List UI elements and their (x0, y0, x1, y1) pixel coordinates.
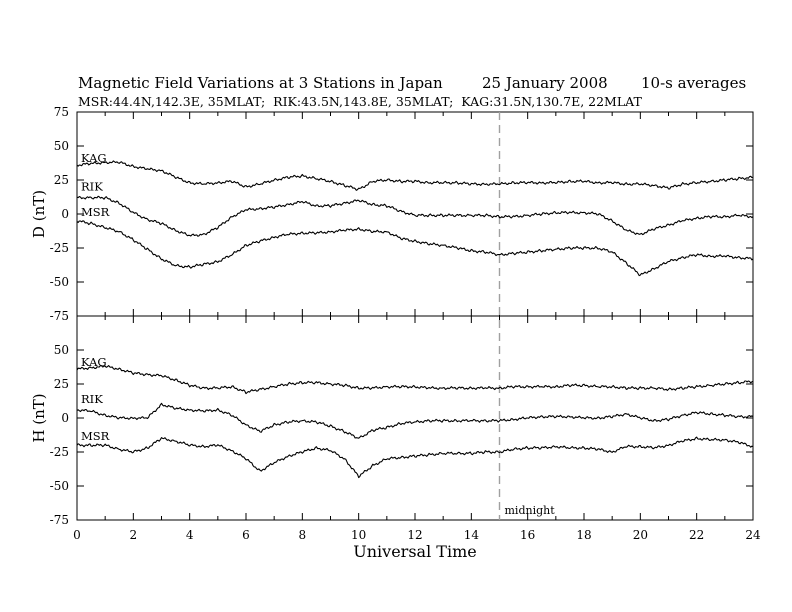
y-tick-label: 0 (61, 207, 69, 221)
series-line-h-msr (76, 436, 754, 479)
series-label-h-kag: KAG (81, 355, 107, 369)
panel-d-frame (76, 111, 754, 317)
chart-subtitle: MSR:44.4N,142.3E, 35MLAT; RIK:43.5N,143.… (78, 94, 642, 109)
series-label-d-msr: MSR (81, 205, 110, 219)
data-traces: KAG RIK MSR KAG RIK MSR (76, 151, 754, 479)
x-tick-label: 12 (407, 528, 422, 542)
x-tick-label: 14 (464, 528, 480, 542)
chart-date: 25 January 2008 (482, 74, 608, 92)
series-line-h-kag (76, 364, 754, 395)
x-tick-label: 20 (633, 528, 648, 542)
chart-title: Magnetic Field Variations at 3 Stations … (78, 74, 443, 92)
x-tick-label: 10 (351, 528, 366, 542)
x-tick-label: 6 (242, 528, 250, 542)
y-tick-label: -25 (50, 445, 69, 459)
y-tick-label: -50 (50, 479, 69, 493)
series-line-h-rik (76, 402, 754, 439)
series-label-h-msr: MSR (81, 429, 110, 443)
series-line-d-kag (76, 160, 754, 191)
panel-d-ylabel: D (nT) (30, 190, 48, 238)
x-tick-label: 0 (73, 528, 81, 542)
y-tick-label: 0 (61, 411, 69, 425)
x-axis-label: Universal Time (353, 542, 476, 561)
series-line-d-rik (76, 195, 754, 237)
y-tick-label: 50 (54, 343, 69, 357)
y-tick-label: 75 (54, 105, 69, 119)
x-tick-label: 18 (576, 528, 591, 542)
y-tick-label: -25 (50, 241, 69, 255)
y-tick-label: -50 (50, 275, 69, 289)
x-tick-label: 2 (130, 528, 138, 542)
panel-h-frame (76, 315, 754, 521)
midnight-label: midnight (505, 504, 556, 517)
x-tick-label: 16 (520, 528, 535, 542)
panel-h-ylabel: H (nT) (30, 393, 48, 442)
chart-averaging: 10-s averages (641, 74, 746, 92)
y-tick-label: 25 (54, 173, 69, 187)
series-label-d-kag: KAG (81, 151, 107, 165)
x-tick-label: 22 (689, 528, 704, 542)
series-line-d-msr (76, 220, 754, 277)
x-tick-label: 4 (186, 528, 194, 542)
series-label-d-rik: RIK (81, 180, 103, 194)
y-tick-label: 25 (54, 377, 69, 391)
y-tick-label: -75 (50, 309, 69, 323)
y-tick-label: 50 (54, 139, 69, 153)
x-tick-label: 24 (745, 528, 761, 542)
series-label-h-rik: RIK (81, 392, 103, 406)
x-tick-label: 8 (299, 528, 307, 542)
y-tick-label: -75 (50, 513, 69, 527)
